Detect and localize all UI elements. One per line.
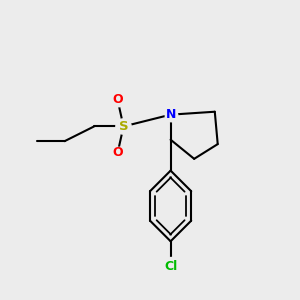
Text: O: O [112,93,123,106]
Text: O: O [112,146,123,159]
Text: S: S [119,120,128,133]
Text: Cl: Cl [164,260,177,273]
Text: N: N [165,108,176,121]
